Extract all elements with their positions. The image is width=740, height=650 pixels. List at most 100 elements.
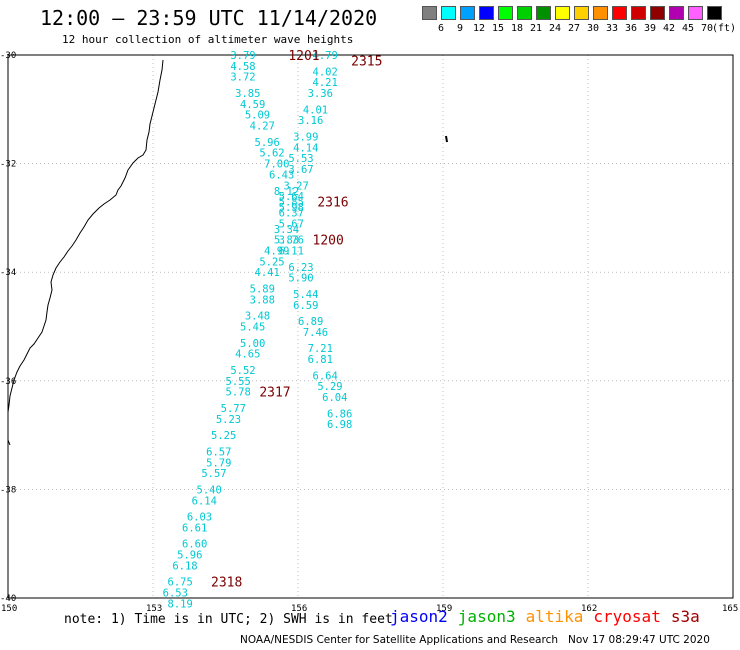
legend-unit: (ft)	[712, 23, 737, 34]
swh-value-label: 3.72	[230, 72, 255, 84]
lat-lon-grid	[7, 54, 734, 599]
legend-label: 42	[662, 23, 676, 34]
swh-value-label: 5.25	[211, 430, 236, 442]
legend-label: 30	[586, 23, 600, 34]
swh-value-label: 3.34	[274, 224, 299, 236]
island-mark	[445, 135, 448, 143]
swh-value-label: 5.90	[288, 273, 313, 285]
map-frame	[7, 54, 734, 599]
lat-tick-label: -38	[0, 485, 16, 495]
legend-swatch	[707, 6, 722, 20]
swh-value-label: 4.58	[230, 61, 255, 73]
swh-value-label: 5.96	[255, 137, 280, 149]
satellite-name: s3a	[670, 607, 700, 626]
legend-label: 6	[437, 23, 445, 34]
swh-value-label: 6.60	[182, 539, 207, 551]
legend-swatch	[612, 6, 627, 20]
swh-value-label: 5.00	[240, 338, 265, 350]
legend-swatch	[460, 6, 475, 20]
swh-value-label: 4.01	[303, 104, 328, 116]
swh-value-label: 5.83	[274, 235, 299, 247]
swh-value-label: 6.61	[182, 522, 207, 534]
swh-value-label: 3.76	[279, 235, 304, 247]
satellite-name: jason2	[390, 607, 448, 626]
lon-tick-label: 159	[436, 604, 452, 614]
lon-tick-label: 162	[581, 604, 597, 614]
lat-tick-label: -30	[0, 51, 16, 61]
swh-value-label: 4.14	[293, 142, 318, 154]
swh-value-label: 5.25	[259, 256, 284, 268]
swh-value-label: 6.86	[327, 408, 352, 420]
swh-value-label: 5.77	[221, 403, 246, 415]
swh-value-label: 3.16	[298, 115, 323, 127]
swh-value-label: 5.44	[293, 289, 318, 301]
swh-value-label: 5.96	[177, 550, 202, 562]
swh-value-label: 6.23	[288, 262, 313, 274]
swh-value-label: 6.75	[168, 577, 193, 589]
lon-tick-label: 165	[722, 604, 738, 614]
swh-value-label: 4.27	[250, 121, 275, 133]
swh-value-label: 5.85	[279, 197, 304, 209]
coastline-fragment	[7, 439, 11, 446]
swh-value-label: 3.48	[245, 311, 270, 323]
legend-swatch	[422, 6, 437, 20]
swh-value-label: 6.03	[187, 512, 212, 524]
swh-value-label: 5.23	[216, 414, 241, 426]
legend-label: 70	[700, 23, 714, 34]
legend-label: 33	[605, 23, 619, 34]
swh-value-label: 4.02	[313, 66, 338, 78]
legend-swatch	[536, 6, 551, 20]
credit-line: NOAA/NESDIS Center for Satellite Applica…	[240, 634, 710, 646]
swh-value-label: 5.53	[288, 153, 313, 165]
swh-value-label: 6.64	[313, 370, 338, 382]
swh-value-label: 6.53	[163, 588, 188, 600]
swh-value-label: 4.65	[235, 349, 260, 361]
lat-tick-label: -32	[0, 160, 16, 170]
legend-swatch	[479, 6, 494, 20]
satellite-name: altika	[525, 607, 584, 626]
legend-label: 21	[529, 23, 543, 34]
legend-label: 27	[567, 23, 581, 34]
swh-value-label: 6.59	[293, 300, 318, 312]
pass-time-label: 2318	[211, 576, 242, 591]
swh-value-label: 6.81	[308, 354, 333, 366]
swh-value-label: 6.04	[322, 392, 347, 404]
swh-value-label: 6.37	[279, 207, 304, 219]
pass-time-label: 1200	[313, 234, 344, 249]
swh-value-label: 3.36	[308, 88, 333, 100]
legend-swatch	[555, 6, 570, 20]
footnote: note: 1) Time is in UTC; 2) SWH is in fe…	[64, 612, 393, 627]
legend-label: 36	[624, 23, 638, 34]
lon-tick-label: 150	[1, 604, 17, 614]
swh-value-label: 3.27	[284, 180, 309, 192]
pass-time-labels: 1201 2315 2316 1200 2317 2318	[211, 49, 382, 591]
lat-tick-label: -34	[0, 268, 16, 278]
satellite-name: cryosat	[593, 607, 661, 626]
satellite-name: jason3	[457, 607, 516, 626]
swh-value-label: 5.79	[206, 457, 231, 469]
legend-label: 12	[472, 23, 486, 34]
legend-label: 15	[491, 23, 505, 34]
swh-value-label: 4.41	[255, 267, 280, 279]
swh-value-label: 8.12	[274, 186, 299, 198]
swh-value-label: 4.79	[313, 50, 338, 62]
swh-value-label: 3.85	[235, 88, 260, 100]
swh-value-label: 8.19	[168, 598, 193, 610]
legend-swatch	[593, 6, 608, 20]
swh-value-label: 5.45	[240, 322, 265, 334]
legend-swatch	[498, 6, 513, 20]
pass-time-label: 2316	[317, 196, 348, 211]
swh-value-label: 4.59	[240, 99, 265, 111]
legend-label: 39	[643, 23, 657, 34]
coastline	[7, 59, 164, 413]
swh-value-label: 6.18	[172, 560, 197, 572]
swh-value-label: 6.11	[279, 245, 304, 257]
map-title: 12:00 – 23:59 UTC 11/14/2020	[40, 6, 378, 30]
swh-value-label: 6.98	[327, 419, 352, 431]
swh-value-label: 7.00	[264, 159, 289, 171]
legend-swatch	[441, 6, 456, 20]
legend-label: 45	[681, 23, 695, 34]
swh-value-label: 5.09	[245, 110, 270, 122]
